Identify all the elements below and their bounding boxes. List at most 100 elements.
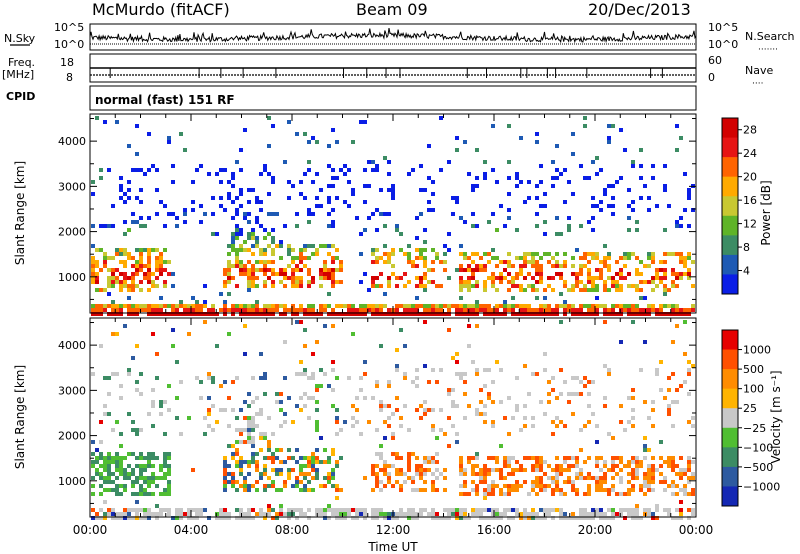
power-cell <box>359 280 363 284</box>
power-cell <box>647 308 651 312</box>
power-cell <box>471 272 475 276</box>
velocity-cell <box>491 480 495 484</box>
velocity-cell <box>263 376 267 380</box>
velocity-cell <box>135 476 139 480</box>
power-cell <box>691 284 695 288</box>
velocity-cell <box>627 464 631 468</box>
power-cell <box>107 292 111 296</box>
power-cell <box>471 212 475 216</box>
power-cell <box>167 136 171 140</box>
velocity-cell <box>291 484 295 488</box>
velocity-cell <box>247 440 251 444</box>
velocity-cell <box>659 480 663 484</box>
power-cell <box>535 224 539 228</box>
velocity-cell <box>531 508 535 512</box>
velocity-cell <box>91 452 95 456</box>
power-cell <box>495 180 499 184</box>
power-cell <box>459 280 463 284</box>
velocity-cell <box>603 364 607 368</box>
velocity-cell <box>135 512 139 516</box>
power-cell <box>307 256 311 260</box>
velocity-cell <box>483 472 487 476</box>
velocity-cell <box>603 480 607 484</box>
velocity-cell <box>407 508 411 512</box>
velocity-cell <box>587 516 591 520</box>
power-cell <box>459 268 463 272</box>
velocity-cell <box>375 512 379 516</box>
power-cell <box>647 312 651 316</box>
power-cell <box>123 284 127 288</box>
power-cell <box>183 304 187 308</box>
velocity-cell <box>411 488 415 492</box>
power-cell <box>555 260 559 264</box>
velocity-cell <box>559 472 563 476</box>
power-cell <box>551 160 555 164</box>
power-cell <box>327 224 331 228</box>
velocity-cell <box>675 324 679 328</box>
velocity-cell <box>303 512 307 516</box>
power-cell <box>307 312 311 316</box>
velocity-cell <box>139 516 143 520</box>
power-cell <box>455 268 459 272</box>
power-cell <box>155 264 159 268</box>
power-cell <box>371 252 375 256</box>
power-cell <box>635 284 639 288</box>
velocity-cell <box>191 516 195 520</box>
velocity-cell <box>291 512 295 516</box>
power-cell <box>635 288 639 292</box>
power-cell <box>127 284 131 288</box>
velocity-cell <box>319 484 323 488</box>
velocity-cell <box>223 508 227 512</box>
power-cell <box>471 312 475 316</box>
velocity-cell <box>431 428 435 432</box>
power-cell <box>231 312 235 316</box>
power-cell <box>351 188 355 192</box>
velocity-cell <box>691 364 695 368</box>
power-cell <box>431 208 435 212</box>
power-cell <box>243 128 247 132</box>
power-cell <box>235 232 239 236</box>
velocity-cell <box>575 392 579 396</box>
power-cell <box>95 260 99 264</box>
velocity-cell <box>95 456 99 460</box>
velocity-cell <box>159 464 163 468</box>
velocity-cell <box>347 512 351 516</box>
power-cell <box>539 272 543 276</box>
power-cell <box>171 312 175 316</box>
power-cell <box>475 284 479 288</box>
power-cell <box>527 260 531 264</box>
velocity-cell <box>491 468 495 472</box>
velocity-cell <box>395 468 399 472</box>
velocity-cell <box>531 484 535 488</box>
power-cell <box>639 196 643 200</box>
power-cell <box>587 288 591 292</box>
power-cell <box>99 168 103 172</box>
velocity-cell <box>163 452 167 456</box>
power-cell <box>255 268 259 272</box>
velocity-cell <box>119 460 123 464</box>
power-cell <box>631 312 635 316</box>
velocity-cell <box>391 452 395 456</box>
power-cell <box>115 308 119 312</box>
noise-sky-line <box>89 28 697 44</box>
date-title: 20/Dec/2013 <box>588 0 691 19</box>
velocity-cell <box>603 516 607 520</box>
velocity-cell <box>475 472 479 476</box>
velocity-cell <box>167 488 171 492</box>
velocity-cell <box>543 484 547 488</box>
power-cell <box>327 252 331 256</box>
power-cell <box>123 260 127 264</box>
power-cell <box>583 264 587 268</box>
velocity-cell <box>627 512 631 516</box>
x-tick-label: 20:00 <box>578 523 613 537</box>
velocity-cell <box>651 468 655 472</box>
velocity-cell <box>119 492 123 496</box>
velocity-cell <box>323 448 327 452</box>
power-cell <box>435 252 439 256</box>
power-cell <box>527 284 531 288</box>
velocity-cell <box>459 468 463 472</box>
power-cell <box>267 268 271 272</box>
velocity-cell <box>107 472 111 476</box>
power-cell <box>683 272 687 276</box>
velocity-cell <box>671 424 675 428</box>
